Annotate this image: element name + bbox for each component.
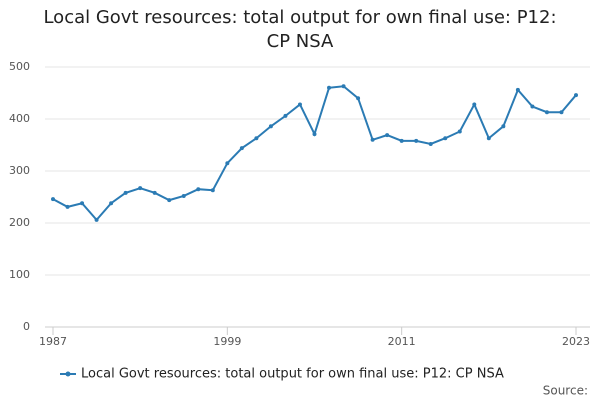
point	[239, 146, 244, 151]
point	[356, 96, 361, 101]
point	[486, 136, 491, 141]
point	[51, 197, 55, 202]
point	[559, 110, 564, 115]
point	[109, 201, 114, 206]
point	[80, 201, 85, 206]
point	[574, 93, 578, 98]
y-tick-label: 100	[9, 268, 30, 281]
x-tick-label: 1987	[39, 335, 67, 348]
point	[370, 137, 375, 142]
point	[283, 113, 288, 118]
point	[428, 141, 433, 146]
point	[443, 136, 448, 141]
point	[94, 217, 99, 222]
y-tick-label: 0	[23, 320, 30, 333]
point	[501, 124, 506, 129]
point	[385, 133, 390, 138]
point	[181, 193, 186, 198]
x-tick-label: 2011	[388, 335, 416, 348]
x-tick-label: 2023	[562, 335, 590, 348]
y-tick-label: 200	[9, 216, 30, 229]
point	[210, 188, 215, 193]
line	[52, 85, 577, 222]
point	[123, 190, 128, 195]
point	[65, 204, 70, 209]
point	[414, 138, 419, 143]
y-tick-label: 300	[9, 164, 30, 177]
point	[327, 85, 332, 90]
point	[399, 138, 404, 143]
point	[268, 124, 273, 129]
point	[152, 190, 157, 195]
legend-marker	[65, 371, 71, 377]
point	[297, 102, 302, 107]
point	[138, 186, 143, 191]
point	[515, 87, 520, 92]
point	[341, 84, 346, 89]
point	[254, 136, 259, 141]
source: Source:	[543, 384, 588, 398]
point	[167, 198, 172, 203]
point	[472, 102, 477, 107]
x-tick-label: 1999	[213, 335, 241, 348]
chart-title: Local Govt resources: total output for o…	[43, 7, 557, 52]
point	[544, 110, 549, 115]
point	[225, 161, 230, 166]
point	[312, 132, 317, 137]
point	[457, 129, 462, 134]
point	[530, 104, 535, 109]
legend-label: Local Govt resources: total output for o…	[81, 367, 504, 382]
point	[196, 187, 201, 192]
y-tick-label: 500	[9, 60, 30, 73]
y-tick-label: 400	[9, 112, 30, 125]
